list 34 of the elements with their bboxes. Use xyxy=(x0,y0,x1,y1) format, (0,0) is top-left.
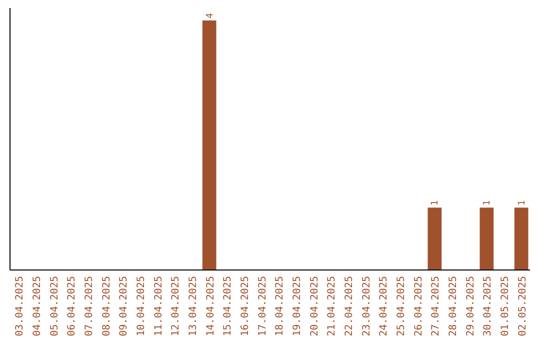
x-tick-label: 24.04.2025 xyxy=(378,276,390,336)
x-tick-label: 27.04.2025 xyxy=(430,276,442,336)
x-tick-label: 30.04.2025 xyxy=(482,276,494,336)
x-tick-label: 10.04.2025 xyxy=(136,276,147,336)
x-tick-label: 28.04.2025 xyxy=(448,276,459,336)
x-tick-label: 23.04.2025 xyxy=(361,276,372,336)
x-tick-label: 11.04.2025 xyxy=(153,276,164,336)
x-tick-label: 13.04.2025 xyxy=(188,276,199,336)
x-tick-label: 20.04.2025 xyxy=(309,276,320,336)
x-tick-label: 03.04.2025 xyxy=(14,276,26,336)
data-label: 1 xyxy=(517,200,528,206)
x-tick-label: 04.04.2025 xyxy=(32,276,43,336)
x-tick-label: 14.04.2025 xyxy=(205,276,216,336)
x-tick-label: 05.04.2025 xyxy=(49,276,60,336)
x-tick-label: 25.04.2025 xyxy=(396,276,407,336)
data-label: 1 xyxy=(430,200,441,206)
x-tick-label: 15.04.2025 xyxy=(222,276,234,336)
x-tick-label: 09.04.2025 xyxy=(118,276,130,336)
x-tick-label: 18.04.2025 xyxy=(274,276,286,336)
x-tick-label: 01.05.2025 xyxy=(500,276,511,336)
data-label: 1 xyxy=(482,200,493,206)
x-tick-label: 17.04.2025 xyxy=(257,276,268,336)
x-tick-label: 22.04.2025 xyxy=(344,276,355,336)
x-tick-label: 26.04.2025 xyxy=(413,276,424,336)
x-tick-label: 06.04.2025 xyxy=(66,276,78,336)
x-tick-label: 16.04.2025 xyxy=(240,276,251,336)
x-tick-label: 02.05.2025 xyxy=(517,276,528,336)
x-tick-label: 29.04.2025 xyxy=(465,276,476,336)
x-tick-label: 19.04.2025 xyxy=(292,276,303,336)
x-tick-label: 07.04.2025 xyxy=(84,276,95,336)
data-label: 4 xyxy=(205,13,216,18)
x-tick-label: 08.04.2025 xyxy=(101,276,112,336)
x-tick-label: 12.04.2025 xyxy=(170,276,182,336)
x-tick-label: 21.04.2025 xyxy=(326,276,338,336)
